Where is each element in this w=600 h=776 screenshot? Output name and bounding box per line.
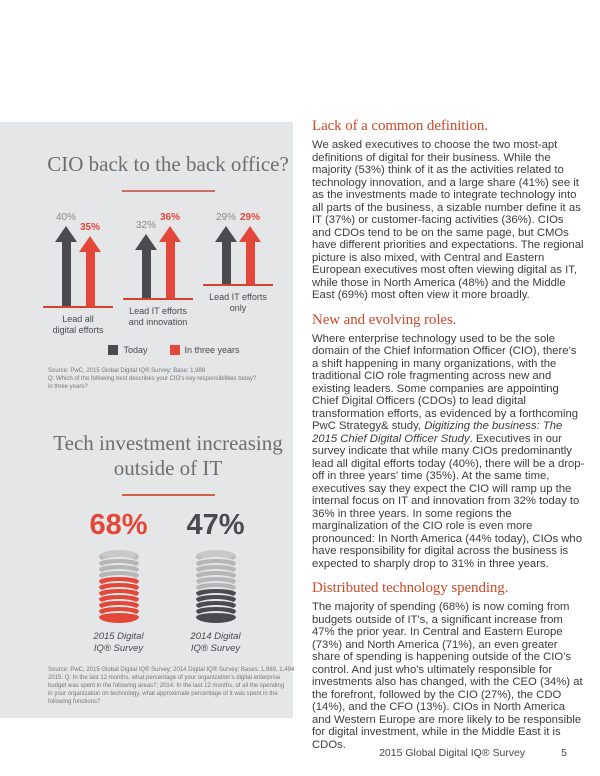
source-line: Source: PwC, 2015 Global Digital IQ® Sur… (48, 368, 206, 374)
chart-legend: Today In three years (49, 345, 299, 355)
stack-label: 2015 Digital IQ® Survey (93, 631, 144, 654)
coin-stack (195, 550, 236, 623)
article-section: Distributed technology spending. The maj… (312, 579, 585, 751)
footer-title: 2015 Global Digital IQ® Survey (379, 747, 526, 759)
title-underline (121, 494, 215, 496)
charts-panel-content: CIO back to the back office? 40% 35% Lead … (43, 122, 295, 706)
tech-investment-chart: 68% 2015 Digital IQ® Survey 47% 2014 Digi… (70, 510, 293, 654)
body-text: . Executives in our survey indicate that… (312, 432, 585, 570)
section-heading: Lack of a common definition. (312, 118, 488, 134)
big-percent: 68% (89, 509, 148, 541)
section-heading: New and evolving roles. (312, 311, 457, 328)
legend-swatch (108, 345, 119, 355)
coin-column: 68% 2015 Digital IQ® Survey (70, 510, 167, 654)
body-text: Where enterprise technology used to be t… (312, 332, 579, 433)
article-column: Lack of a common definition. We asked ex… (312, 117, 585, 760)
source-line: in your organization on technology, what… (48, 691, 278, 697)
legend-item-today: Today (108, 345, 148, 355)
legend-swatch (169, 345, 180, 355)
title-underline (121, 190, 215, 192)
cio-arrow-chart: 40% 35% Lead all digital efforts 32% 36% Lead … (43, 212, 273, 335)
body-text: The majority of spending (68%) is now co… (312, 601, 583, 751)
article-section: New and evolving roles. Where enterprise… (312, 311, 585, 571)
source-line: following functions? (48, 699, 101, 705)
legend-label: Today (123, 345, 148, 355)
big-percent: 47% (186, 509, 245, 541)
section-body: The majority of spending (68%) is now co… (312, 601, 585, 751)
legend-item-in-three-years: In three years (169, 345, 240, 355)
chart1-source-note: Source: PwC, 2015 Global Digital IQ® Sur… (48, 367, 293, 391)
coin-stack (98, 550, 139, 623)
section-heading: Distributed technology spending. (312, 580, 509, 596)
source-line: Source: PwC, 2015 Global Digital IQ® Sur… (48, 667, 295, 673)
chart2-source-note: Source: PwC, 2015 Global Digital IQ® Sur… (48, 666, 295, 706)
article-section: Lack of a common definition. We asked ex… (312, 117, 585, 302)
legend-label: In three years (184, 345, 240, 355)
source-line: budget was spent in the following areas?… (48, 683, 285, 689)
page-number: 5 (561, 747, 567, 759)
source-line: in three years? (48, 384, 88, 390)
chart2-title-line1: Tech investment increasing (53, 431, 283, 455)
chart2-title: Tech investment increasing outside of IT (43, 431, 293, 481)
page-footer: 2015 Global Digital IQ® Survey 5 (379, 747, 567, 759)
body-text: We asked executives to choose the two mo… (312, 139, 584, 301)
chart1-title: CIO back to the back office? (47, 152, 289, 176)
stack-label: 2014 Digital IQ® Survey (190, 631, 241, 654)
section-body: Where enterprise technology used to be t… (312, 333, 585, 571)
coin-column: 47% 2014 Digital IQ® Survey (167, 510, 264, 654)
source-line: Q: Which of the following best describes… (48, 376, 257, 382)
section-body: We asked executives to choose the two mo… (312, 139, 585, 302)
source-line: 2015: Q: In the last 12 months, what per… (48, 675, 281, 681)
chart2-title-line2: outside of IT (113, 456, 223, 480)
charts-panel: CIO back to the back office? 40% 35% Lead … (0, 122, 295, 718)
body-text-italic: Digitizing the business: The 2015 Chief … (312, 420, 563, 445)
